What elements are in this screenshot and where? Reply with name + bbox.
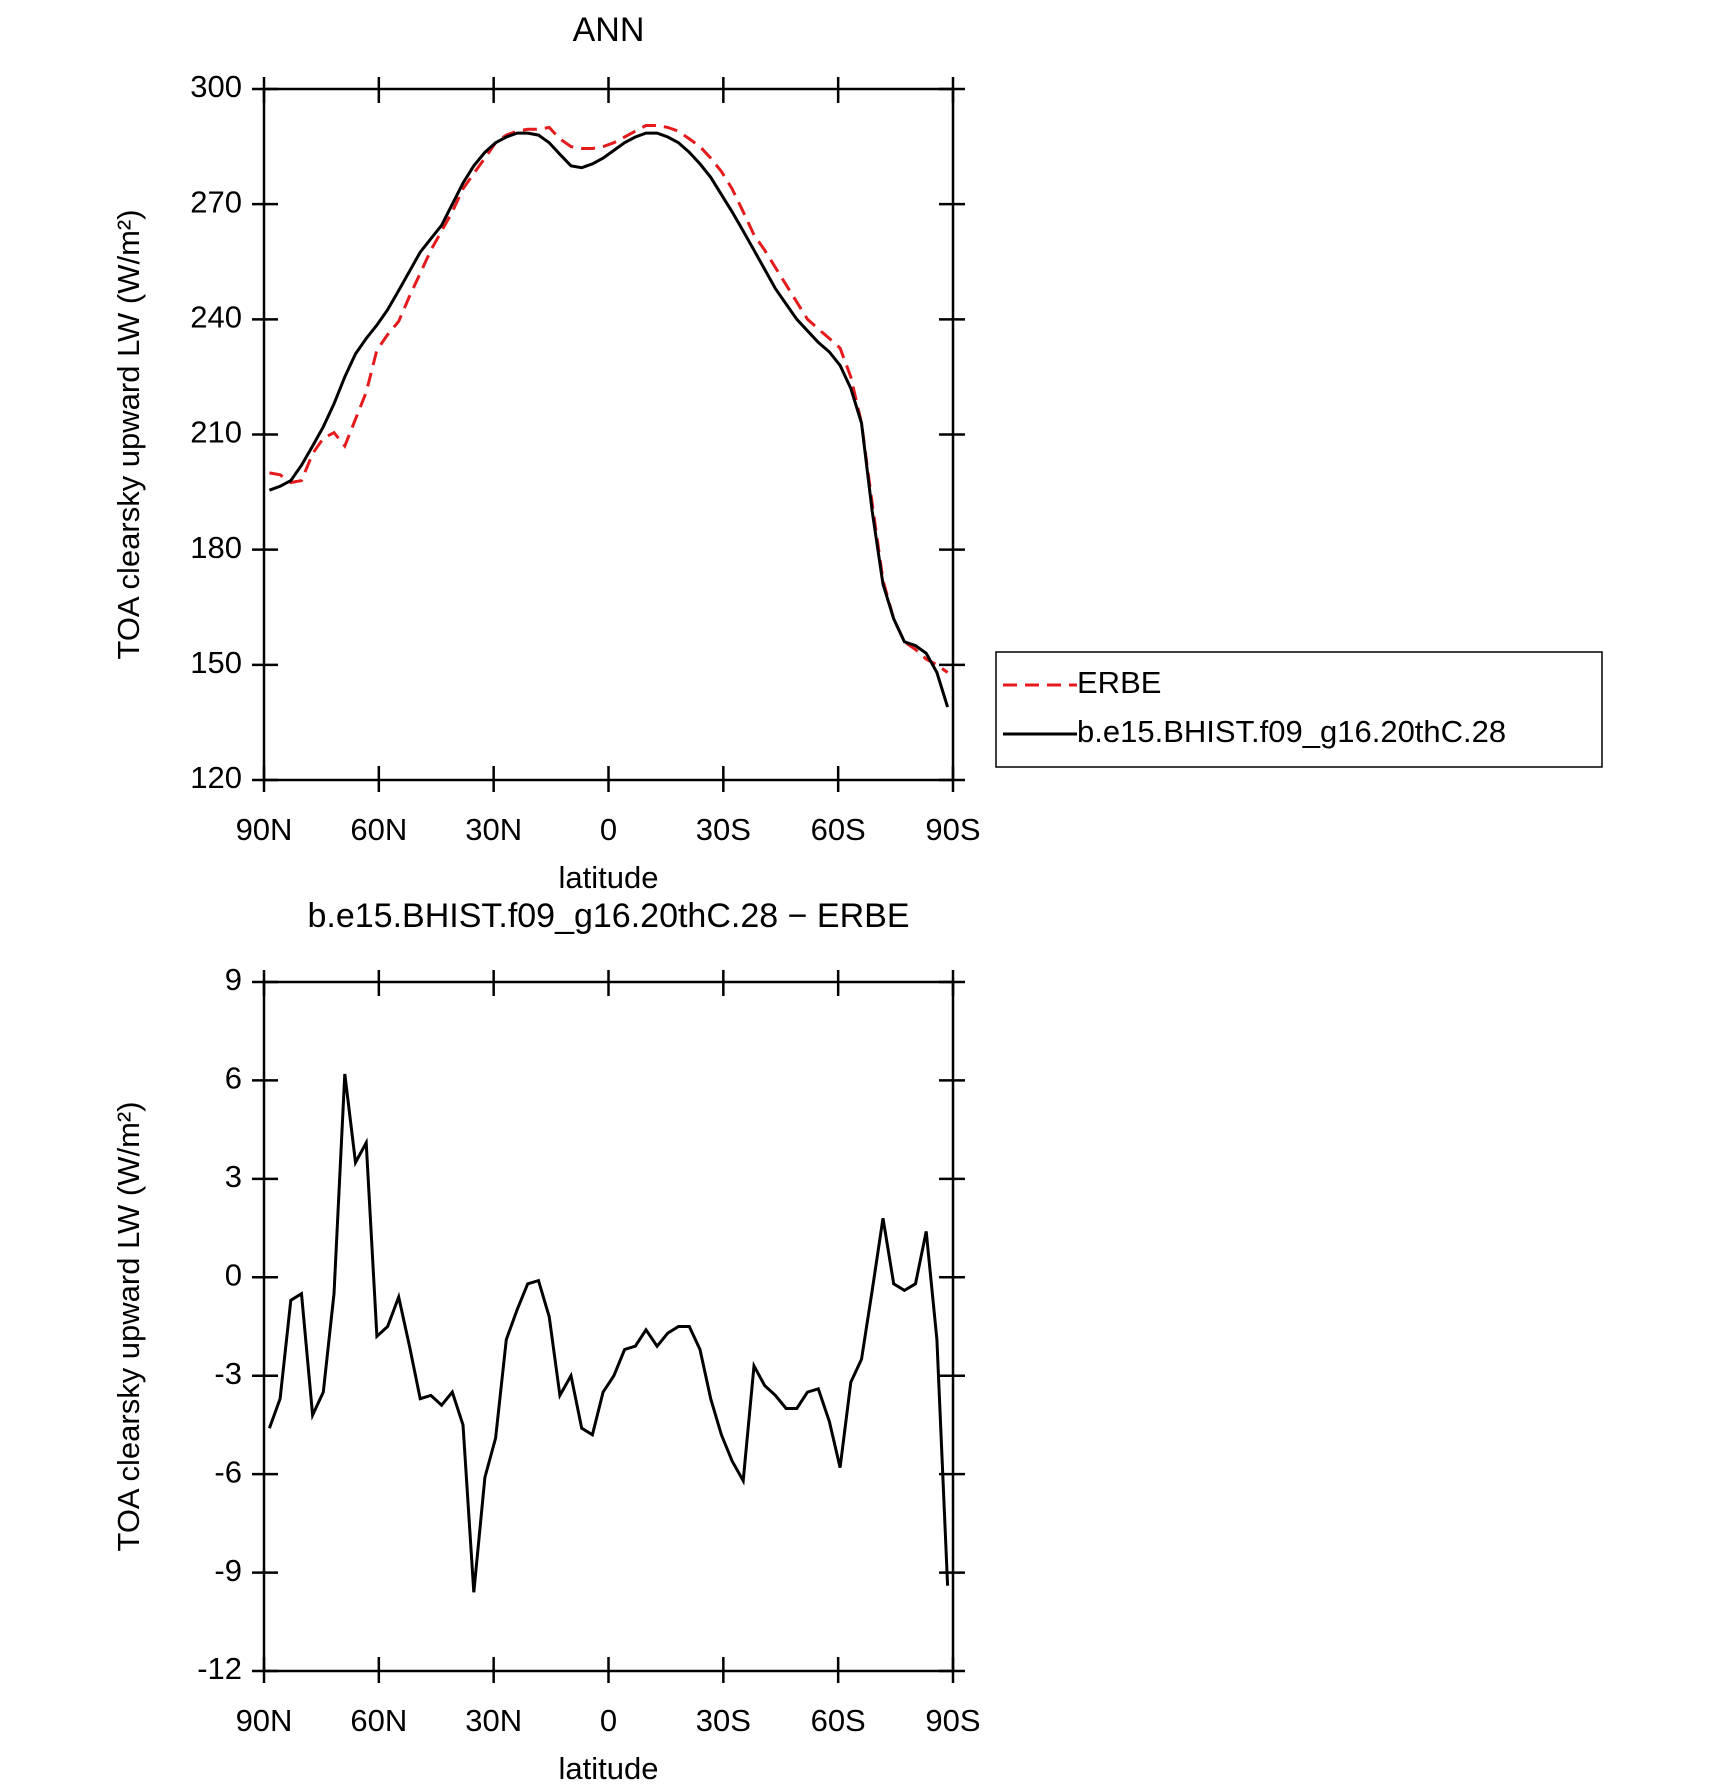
data-line [269, 124, 949, 674]
x-tick-label: 60N [350, 812, 407, 847]
plot-frame [262, 980, 955, 1673]
x-tick-label: 60S [811, 812, 866, 847]
chart-title: b.e15.BHIST.f09_g16.20thC.28 − ERBE [307, 897, 909, 935]
x-tick-label: 0 [600, 1703, 617, 1738]
legend-label: ERBE [1077, 665, 1161, 700]
x-axis-label: latitude [559, 1751, 659, 1786]
x-axis-label: latitude [559, 860, 659, 895]
x-tick-label: 30N [465, 1703, 522, 1738]
chart-title: ANN [573, 11, 645, 49]
x-tick-label: 90S [925, 1703, 980, 1738]
plot-frame [262, 87, 955, 782]
x-tick-label: 90S [925, 812, 980, 847]
y-tick-label: -12 [197, 1651, 242, 1686]
y-axis-label: TOA clearsky upward LW (W/m²) [111, 209, 146, 659]
y-tick-label: -6 [214, 1454, 242, 1489]
x-tick-label: 0 [600, 812, 617, 847]
legend-box [995, 651, 1603, 768]
y-tick-label: 6 [225, 1061, 242, 1096]
y-tick-label: 210 [190, 415, 242, 450]
data-line [267, 1073, 950, 1593]
y-axis-label: TOA clearsky upward LW (W/m²) [111, 1101, 146, 1551]
y-tick-label: 240 [190, 300, 242, 335]
x-tick-label: 90N [236, 812, 293, 847]
x-tick-label: 30S [696, 1703, 751, 1738]
y-tick-label: 120 [190, 760, 242, 795]
y-tick-label: 270 [190, 184, 242, 219]
x-tick-label: 30S [696, 812, 751, 847]
data-line [268, 131, 950, 708]
x-tick-label: 60S [811, 1703, 866, 1738]
y-tick-label: 150 [190, 645, 242, 680]
x-tick-label: 60N [350, 1703, 407, 1738]
y-tick-label: 180 [190, 530, 242, 565]
y-tick-label: 300 [190, 69, 242, 104]
y-tick-label: 9 [225, 962, 242, 997]
y-tick-label: 0 [225, 1257, 242, 1292]
y-tick-label: -3 [214, 1356, 242, 1391]
y-tick-label: -9 [214, 1553, 242, 1588]
x-tick-label: 30N [465, 812, 522, 847]
legend-label: b.e15.BHIST.f09_g16.20thC.28 [1077, 714, 1506, 749]
y-tick-label: 3 [225, 1159, 242, 1194]
x-tick-label: 90N [236, 1703, 293, 1738]
